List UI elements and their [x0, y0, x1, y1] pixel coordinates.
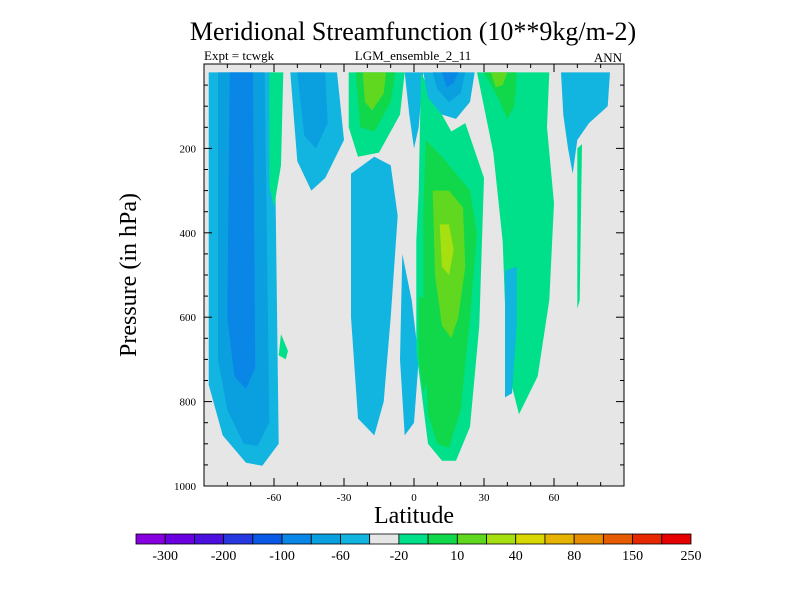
y-tick-label-1: 400 — [180, 228, 197, 240]
colorbar-swatch-12 — [486, 533, 517, 545]
y-tick-label-2: 600 — [180, 312, 197, 324]
colorbar-label-1: -200 — [211, 549, 237, 564]
colorbar-swatch-14 — [544, 533, 575, 545]
contour-region-22 — [484, 72, 517, 119]
colorbar — [135, 533, 692, 545]
colorbar-swatch-1 — [164, 533, 195, 545]
contour-region-19 — [432, 72, 466, 102]
x-tick-label-1: -30 — [337, 492, 352, 504]
y-tick-label-3: 800 — [180, 397, 197, 409]
colorbar-label-8: 150 — [622, 549, 643, 564]
colorbar-swatch-15 — [573, 533, 604, 545]
colorbar-swatch-9 — [398, 533, 429, 545]
x-axis-title: Latitude — [374, 503, 454, 529]
x-tick-label-0: -60 — [267, 492, 282, 504]
colorbar-label-5: 10 — [450, 549, 464, 564]
y-tick-label-0: 200 — [180, 143, 197, 155]
colorbar-label-0: -300 — [152, 549, 178, 564]
colorbar-swatch-2 — [194, 533, 225, 545]
colorbar-swatch-17 — [632, 533, 663, 545]
colorbar-swatch-5 — [281, 533, 312, 545]
colorbar-swatch-3 — [223, 533, 254, 545]
contour-region-26 — [577, 144, 582, 309]
contour-region-3 — [269, 72, 284, 208]
colorbar-label-7: 80 — [567, 549, 581, 564]
x-tick-label-3: 30 — [479, 492, 491, 504]
contour-regions — [208, 72, 610, 466]
colorbar-labels: -300 -200 -100 -60 -20 10 40 80 150 250 — [152, 549, 701, 564]
contour-region-2 — [227, 72, 256, 389]
subtitle-center: LGM_ensemble_2_11 — [355, 48, 472, 63]
colorbar-swatch-10 — [427, 533, 458, 545]
subtitle-left: Expt = tcwgk — [204, 48, 275, 63]
y-tick-label-4: 1000 — [174, 481, 197, 493]
colorbar-label-4: -20 — [390, 549, 409, 564]
x-tick-label-4: 60 — [549, 492, 561, 504]
colorbar-label-6: 40 — [509, 549, 523, 564]
contour-region-9 — [362, 72, 386, 111]
colorbar-swatch-7 — [340, 533, 371, 545]
contour-region-12 — [400, 253, 419, 436]
contour-region-10 — [404, 72, 424, 149]
contour-region-21 — [477, 72, 554, 415]
contour-region-11 — [351, 156, 398, 436]
colorbar-swatch-6 — [310, 533, 341, 545]
contour-region-16 — [439, 224, 454, 275]
colorbar-swatch-13 — [515, 533, 546, 545]
colorbar-swatch-0 — [135, 533, 166, 545]
contour-region-20 — [442, 72, 459, 88]
contour-region-23 — [491, 72, 508, 88]
chart-title: Meridional Streamfunction (10**9kg/m-2) — [190, 17, 636, 46]
colorbar-label-3: -60 — [331, 549, 350, 564]
y-axis-ticks: 200 400 600 800 1000 — [174, 143, 624, 493]
x-tick-label-2: 0 — [411, 492, 417, 504]
x-axis-ticks: -60 -30 0 30 60 — [267, 64, 560, 504]
colorbar-swatch-4 — [252, 533, 283, 545]
contour-region-6 — [297, 72, 328, 149]
minor-ticks — [203, 64, 625, 486]
contour-region-25 — [561, 72, 610, 174]
colorbar-swatch-11 — [456, 533, 487, 545]
colorbar-swatch-8 — [369, 533, 400, 545]
contour-region-24 — [505, 266, 517, 398]
subtitle-right: ANN — [594, 50, 623, 65]
colorbar-label-9: 250 — [681, 549, 702, 564]
colorbar-swatch-16 — [602, 533, 633, 545]
contour-region-4 — [278, 334, 288, 360]
colorbar-label-2: -100 — [269, 549, 295, 564]
contour-region-17 — [418, 296, 431, 394]
colorbar-swatch-18 — [661, 533, 692, 545]
plot-area: -60 -30 0 30 60 200 400 600 800 1000 — [174, 63, 625, 504]
y-axis-title: Pressure (in hPa) — [116, 193, 142, 357]
